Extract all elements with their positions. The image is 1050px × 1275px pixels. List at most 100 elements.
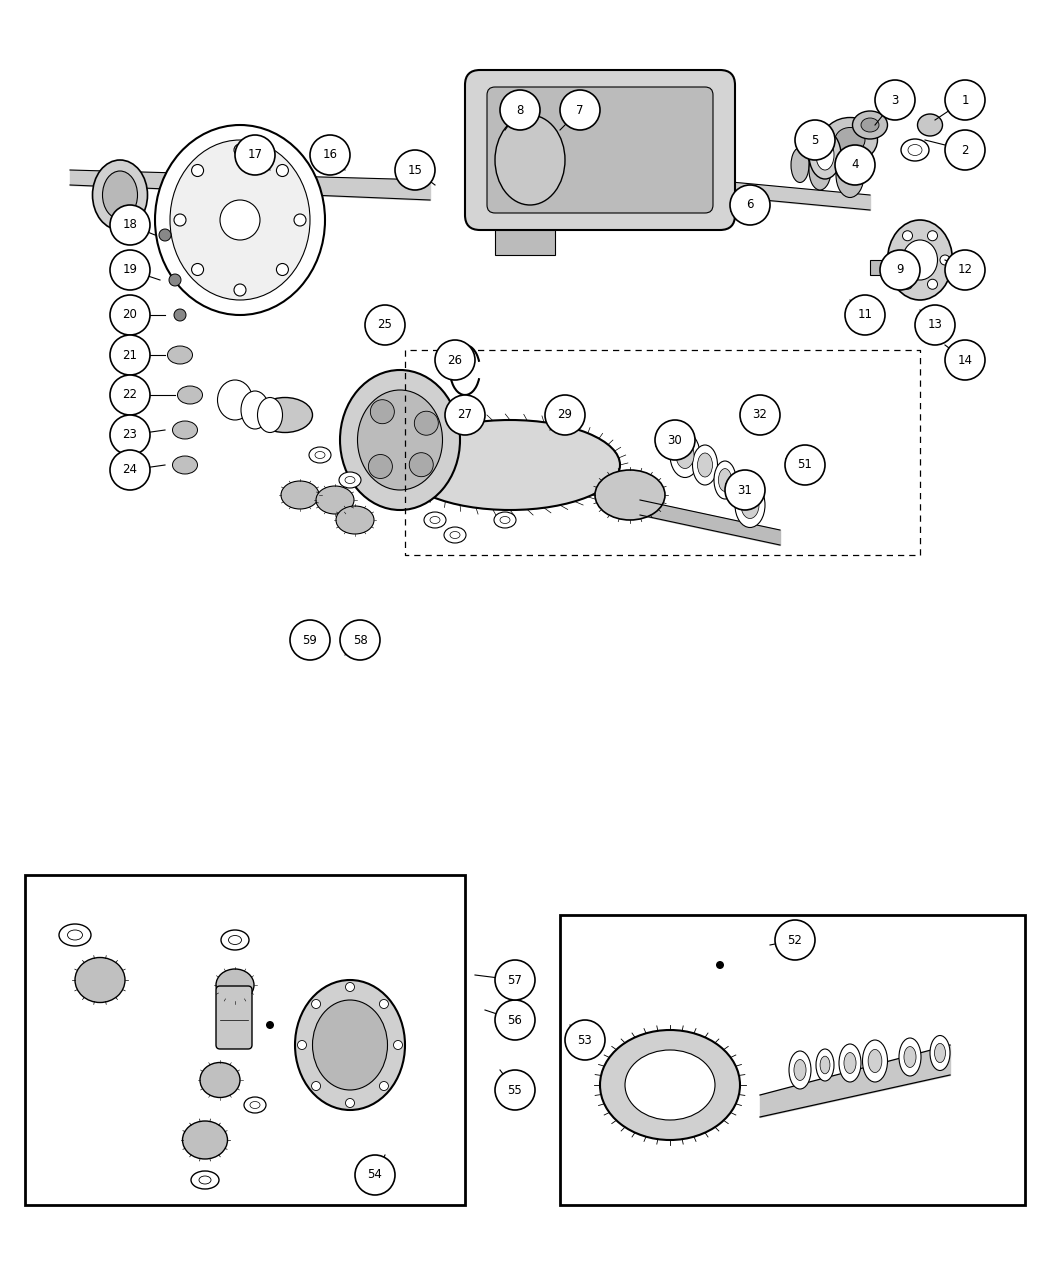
Text: 57: 57: [507, 974, 523, 987]
Ellipse shape: [424, 513, 446, 528]
Text: 9: 9: [897, 264, 904, 277]
Ellipse shape: [835, 128, 865, 153]
Circle shape: [394, 1040, 402, 1049]
Circle shape: [234, 144, 246, 156]
Text: 21: 21: [123, 348, 138, 362]
Circle shape: [890, 255, 900, 265]
Text: 2: 2: [961, 144, 969, 157]
Circle shape: [191, 264, 204, 275]
Bar: [870, 260, 910, 275]
Circle shape: [110, 250, 150, 289]
Ellipse shape: [357, 390, 442, 490]
Circle shape: [159, 230, 171, 241]
Text: 15: 15: [407, 163, 422, 176]
Ellipse shape: [791, 148, 808, 182]
Ellipse shape: [92, 159, 147, 230]
Ellipse shape: [693, 445, 717, 484]
Circle shape: [169, 274, 181, 286]
Ellipse shape: [844, 1053, 856, 1074]
Circle shape: [845, 295, 885, 335]
Ellipse shape: [741, 491, 759, 519]
Circle shape: [294, 214, 306, 226]
Text: 11: 11: [858, 309, 873, 321]
Ellipse shape: [836, 153, 864, 198]
Circle shape: [945, 80, 985, 120]
Circle shape: [716, 961, 724, 969]
Text: 51: 51: [798, 459, 813, 472]
Ellipse shape: [339, 472, 361, 488]
Circle shape: [880, 250, 920, 289]
Ellipse shape: [177, 386, 203, 404]
Circle shape: [415, 412, 438, 435]
Circle shape: [903, 231, 912, 241]
Polygon shape: [495, 230, 555, 255]
Ellipse shape: [191, 1170, 219, 1190]
Ellipse shape: [217, 380, 252, 419]
Ellipse shape: [200, 1062, 240, 1098]
Text: 24: 24: [123, 464, 138, 477]
Ellipse shape: [887, 221, 952, 300]
Ellipse shape: [822, 117, 878, 162]
Ellipse shape: [315, 451, 326, 459]
Ellipse shape: [718, 469, 732, 491]
Circle shape: [110, 295, 150, 335]
Text: 14: 14: [958, 353, 972, 366]
Circle shape: [927, 231, 938, 241]
Ellipse shape: [676, 441, 694, 468]
Text: 31: 31: [737, 483, 753, 496]
Text: 58: 58: [353, 634, 367, 646]
Ellipse shape: [495, 115, 565, 205]
Text: 23: 23: [123, 428, 138, 441]
Circle shape: [940, 255, 950, 265]
Text: 26: 26: [447, 353, 462, 366]
FancyBboxPatch shape: [487, 87, 713, 213]
Ellipse shape: [450, 532, 460, 538]
Text: 29: 29: [558, 408, 572, 422]
Circle shape: [297, 1040, 307, 1049]
Ellipse shape: [600, 1030, 740, 1140]
Ellipse shape: [75, 958, 125, 1002]
Ellipse shape: [714, 462, 736, 499]
Ellipse shape: [229, 936, 242, 945]
Text: 19: 19: [123, 264, 138, 277]
Ellipse shape: [295, 980, 405, 1111]
Ellipse shape: [861, 119, 879, 133]
Circle shape: [915, 305, 956, 346]
Circle shape: [312, 1081, 320, 1090]
Ellipse shape: [820, 1056, 830, 1074]
FancyBboxPatch shape: [465, 70, 735, 230]
Ellipse shape: [908, 144, 922, 156]
Ellipse shape: [904, 1047, 916, 1067]
Ellipse shape: [244, 1096, 266, 1113]
Ellipse shape: [340, 370, 460, 510]
Circle shape: [345, 983, 355, 992]
Text: 5: 5: [812, 134, 819, 147]
Circle shape: [435, 340, 475, 380]
Ellipse shape: [735, 482, 765, 528]
Text: 54: 54: [368, 1168, 382, 1182]
Circle shape: [191, 164, 204, 176]
Ellipse shape: [155, 125, 326, 315]
Polygon shape: [400, 419, 620, 510]
Ellipse shape: [242, 391, 269, 428]
Text: 25: 25: [378, 319, 393, 332]
Circle shape: [945, 340, 985, 380]
Circle shape: [724, 470, 765, 510]
Circle shape: [355, 1155, 395, 1195]
Circle shape: [795, 120, 835, 159]
Ellipse shape: [216, 969, 254, 1001]
Ellipse shape: [281, 481, 319, 509]
Ellipse shape: [918, 113, 943, 136]
Text: 8: 8: [517, 103, 524, 116]
Circle shape: [775, 921, 815, 960]
Ellipse shape: [257, 398, 313, 432]
Circle shape: [740, 395, 780, 435]
Circle shape: [290, 620, 330, 660]
Text: 12: 12: [958, 264, 972, 277]
Circle shape: [266, 1021, 274, 1029]
Ellipse shape: [789, 1051, 811, 1089]
Circle shape: [655, 419, 695, 460]
Circle shape: [235, 135, 275, 175]
FancyBboxPatch shape: [216, 986, 252, 1049]
Circle shape: [545, 395, 585, 435]
